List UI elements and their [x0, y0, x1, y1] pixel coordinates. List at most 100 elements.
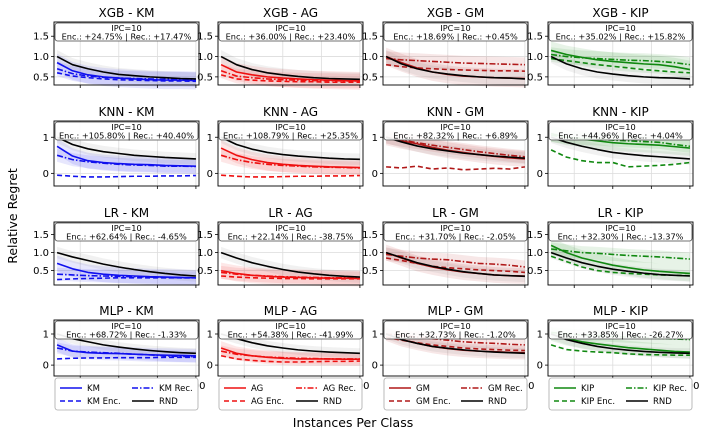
series-lines [385, 55, 525, 80]
series-lines [220, 251, 360, 280]
panel-title: LR - KM [104, 206, 149, 220]
legend-gm: GM GM Rec. GM Enc. RND [383, 377, 528, 411]
stats-label: Enc.: +105.80% | Rec.: +40.40% [59, 130, 194, 140]
y-tick-label: 1.5 [197, 32, 213, 43]
stats-label: Enc.: +18.69% | Rec.: +0.45% [393, 31, 518, 41]
band-main [57, 338, 196, 363]
series-line-rec [220, 271, 360, 279]
series-line-rnd [220, 333, 360, 355]
series-line-main [550, 244, 690, 275]
y-tick-label: 1 [372, 330, 378, 341]
y-tick-label: 1.0 [527, 248, 543, 259]
panel-title: XGB - KM [99, 6, 155, 20]
panel-title: MLP - KM [99, 304, 153, 318]
series-line-enc [56, 72, 196, 83]
y-tick-label: 0.5 [33, 72, 49, 83]
ipc-label: IPC=10 [605, 23, 635, 33]
band-rnd [386, 50, 525, 86]
ipc-label: IPC=10 [111, 321, 141, 331]
band-rec [221, 148, 360, 175]
x-axis-label: Instances Per Class [293, 415, 413, 430]
legend-ag: AG AG Rec. AG Enc. RND [218, 377, 363, 411]
band-rnd [551, 50, 690, 86]
legend-label: RND [159, 397, 178, 407]
legend-label: GM Enc. [416, 397, 451, 407]
series-lines [550, 49, 691, 80]
series-line-rec [550, 53, 691, 66]
y-tick-label: 0 [207, 361, 213, 372]
y-tick-label: 0.5 [197, 72, 213, 83]
series-line-rec [56, 154, 196, 168]
y-tick-label: 0.5 [362, 266, 378, 277]
stats-label: Enc.: +32.73% | Rec.: -1.20% [395, 329, 516, 339]
panels-group: 0.5 1.0 1.5 IPC=10 Enc.: +24.75% | Rec.: +17… [33, 6, 699, 392]
band-rnd [57, 50, 196, 86]
y-tick-label: 0 [537, 361, 543, 372]
band-main [221, 262, 360, 287]
stats-box [383, 320, 528, 340]
legend-label: GM [416, 384, 430, 394]
y-tick-label: 0.5 [527, 266, 543, 277]
axes-frame [547, 221, 694, 286]
band-rnd [57, 131, 196, 165]
stats-label: Enc.: +31.70% | Rec.: -2.05% [395, 231, 516, 241]
series-line-enc [385, 336, 525, 352]
series-lines [56, 55, 196, 83]
stats-box [54, 222, 199, 242]
legend-box [548, 377, 693, 411]
series-line-rnd [385, 136, 525, 159]
band-rnd [221, 329, 360, 359]
y-tick-label: 0 [207, 169, 213, 180]
series-line-rnd [550, 333, 690, 355]
series-line-rnd [56, 55, 196, 80]
panel-title: KNN - KIP [592, 105, 648, 119]
stats-box [548, 320, 693, 340]
y-tick-label: 1 [537, 133, 543, 144]
y-tick-label: 1.5 [362, 230, 378, 241]
series-lines [56, 251, 196, 281]
y-tick-label: 0.5 [33, 266, 49, 277]
legend-label: RND [488, 397, 507, 407]
stats-box [383, 222, 528, 242]
band-rnd [386, 246, 525, 283]
stats-box [548, 121, 693, 141]
series-line-rec [550, 248, 690, 260]
ipc-label: IPC=10 [111, 223, 141, 233]
band-main [221, 341, 360, 367]
y-tick-label: 1.0 [197, 248, 213, 259]
y-tick-label: 1.0 [33, 248, 49, 259]
panel-title: MLP - KIP [593, 304, 648, 318]
y-tick-label: 1 [43, 330, 49, 341]
y-tick-label: 1.5 [33, 230, 49, 241]
stats-box [548, 222, 693, 242]
axes-frame [53, 319, 200, 377]
series-line-rnd [385, 333, 525, 355]
y-tick-label: 0 [372, 169, 378, 180]
ipc-label: IPC=10 [275, 223, 305, 233]
legend-label: RND [653, 397, 672, 407]
y-tick-label: 1 [43, 133, 49, 144]
series-lines [220, 55, 360, 83]
ipc-label: IPC=10 [111, 122, 141, 132]
series-lines [56, 136, 196, 178]
series-line-rec [56, 347, 196, 358]
stats-label: Enc.: +24.75% | Rec.: +17.47% [62, 31, 192, 41]
stats-label: Enc.: +44.96% | Rec.: +4.04% [558, 130, 683, 140]
series-line-rec [220, 154, 360, 169]
ipc-label: IPC=10 [275, 23, 305, 33]
series-line-rnd [550, 55, 690, 80]
series-lines [385, 251, 526, 278]
band-rec [221, 345, 360, 365]
panel-title: KNN - GM [427, 105, 484, 119]
stats-box [218, 121, 363, 141]
series-lines [56, 333, 196, 360]
series-line-rec [386, 57, 525, 66]
